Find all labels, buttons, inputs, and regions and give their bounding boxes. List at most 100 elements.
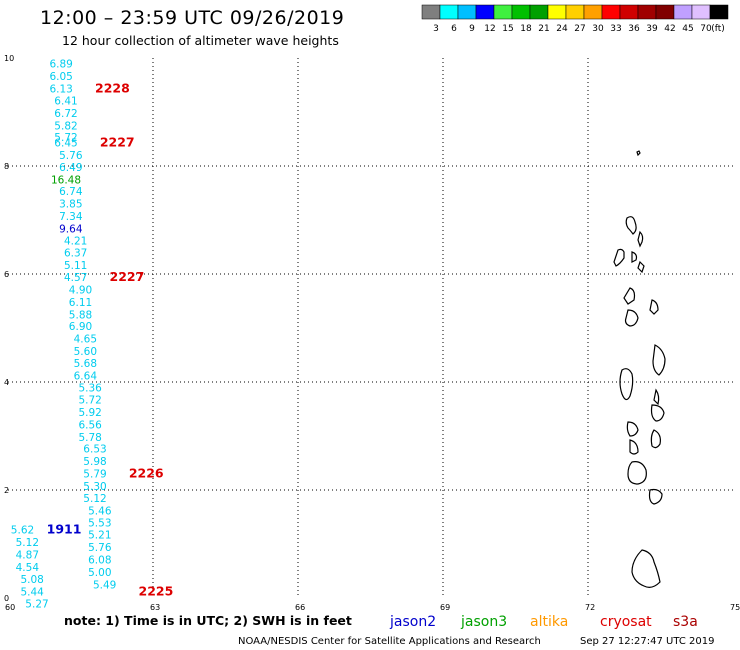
colorbar-label: 33 (610, 24, 621, 34)
colorbar-swatch (493, 4, 513, 20)
swh-value: 6.05 (49, 71, 72, 83)
pass-time-label: 2226 (129, 466, 164, 481)
swh-value: 6.53 (83, 444, 106, 456)
satellite-legend-jason2: jason2 (389, 614, 436, 630)
colorbar-label: (ft) (711, 24, 725, 34)
pass-time-labels: 2228 2227 2227 2226 2225 1911 (47, 81, 174, 599)
satellite-legend-jason3: jason3 (460, 614, 507, 630)
satellite-legend-cryosat: cryosat (600, 614, 652, 630)
swh-value: 6.56 (78, 419, 102, 431)
colorbar-label: 36 (628, 24, 640, 34)
swh-value: 5.88 (69, 309, 92, 321)
chart-subtitle: 12 hour collection of altimeter wave hei… (62, 33, 339, 48)
swh-value: 6.08 (88, 554, 111, 566)
swh-value: 5.68 (74, 358, 97, 370)
pass-time-label: 2227 (110, 269, 145, 284)
swh-value: 6.89 (49, 59, 72, 71)
swh-value: 6.72 (54, 108, 77, 120)
swh-value: 16.48 (51, 174, 81, 186)
pass-time-label: 2227 (100, 135, 135, 150)
swh-value: 5.36 (78, 383, 102, 395)
satellite-legend: jason2 jason3 altika cryosat s3a (389, 614, 698, 630)
colorbar-swatch (691, 4, 711, 20)
swh-value: 5.76 (59, 150, 83, 162)
swh-value: 6.90 (69, 321, 92, 333)
swh-value: 6.49 (59, 162, 82, 174)
swh-value: 4.65 (74, 334, 97, 346)
satellite-legend-s3a: s3a (673, 614, 698, 630)
colorbar-label: 45 (682, 24, 693, 34)
colorbar-label: 12 (484, 24, 495, 34)
swh-value: 5.49 (93, 579, 116, 591)
pass-time-label: 2228 (95, 81, 130, 96)
swh-value: 4.90 (69, 284, 92, 296)
swh-value: 5.46 (88, 505, 112, 517)
swh-value: 5.30 (83, 481, 106, 493)
swh-value: 6.37 (64, 248, 87, 260)
colorbar-label: 21 (538, 24, 549, 34)
y-tick-label: 4 (4, 378, 9, 387)
x-tick-label: 66 (295, 603, 305, 612)
swh-value: 5.12 (16, 537, 39, 549)
swh-value: 6.11 (69, 297, 92, 309)
colorbar-label: 24 (556, 24, 568, 34)
y-axis-ticks: 0 2 4 6 8 10 (4, 54, 14, 603)
swh-value: 6.41 (54, 95, 77, 107)
x-tick-label: 75 (730, 603, 740, 612)
colorbar-label: 39 (646, 24, 658, 34)
colorbar-swatch (583, 4, 603, 20)
swh-value: 4.57 (64, 272, 87, 284)
satellite-legend-altika: altika (530, 614, 568, 630)
colorbar-swatch (637, 4, 657, 20)
swh-value: 4.54 (16, 562, 40, 574)
x-tick-label: 60 (5, 603, 15, 612)
y-tick-label: 8 (4, 162, 9, 171)
x-tick-label: 72 (585, 603, 595, 612)
swh-value: 5.53 (88, 518, 111, 530)
y-tick-label: 2 (4, 486, 9, 495)
swh-value: 5.21 (88, 530, 111, 542)
swh-value: 6.64 (74, 370, 98, 382)
swh-value: 6.13 (49, 84, 72, 96)
swh-value: 5.62 (11, 525, 34, 537)
y-tick-label: 0 (4, 594, 9, 603)
swh-value: 3.85 (59, 199, 82, 211)
colorbar-label: 18 (520, 24, 532, 34)
colorbar-label: 70 (700, 24, 712, 34)
swh-value: 6.45 (54, 138, 77, 150)
x-tick-label: 63 (150, 603, 160, 612)
swh-value: 5.12 (83, 493, 106, 505)
colorbar-swatch (529, 4, 549, 20)
wave-height-colorbar: 3 6 9 12 15 18 21 24 27 30 33 36 39 42 45 70 (ft) (421, 4, 729, 34)
x-axis-ticks: 60 63 66 69 72 75 (5, 603, 740, 612)
pass-time-label: 2225 (139, 583, 174, 598)
swh-value: 9.64 (59, 223, 83, 235)
y-tick-label: 10 (4, 54, 14, 63)
swh-value: 5.92 (78, 407, 101, 419)
colorbar-label: 30 (592, 24, 604, 34)
swh-value: 5.72 (54, 132, 77, 144)
swh-value: 5.60 (74, 346, 97, 358)
swh-value: 4.87 (16, 550, 39, 562)
colorbar-label: 9 (469, 24, 475, 34)
timestamp: Sep 27 12:27:47 UTC 2019 (580, 636, 714, 647)
colorbar-swatch (439, 4, 459, 20)
colorbar-swatch (655, 4, 675, 20)
swh-value: 5.79 (83, 469, 106, 481)
y-tick-label: 6 (4, 270, 9, 279)
colorbar-label: 42 (664, 24, 675, 34)
grid-lines (8, 58, 733, 598)
swh-value: 5.98 (83, 456, 106, 468)
colorbar-swatch (601, 4, 621, 20)
swh-value: 5.44 (20, 586, 44, 598)
swh-value: 5.00 (88, 567, 111, 579)
colorbar-swatch (619, 4, 639, 20)
chart-title: 12:00 – 23:59 UTC 09/26/2019 (40, 7, 344, 29)
swh-value: 5.76 (88, 542, 112, 554)
colorbar-swatch (547, 4, 567, 20)
swh-value: 5.82 (54, 120, 77, 132)
pass-time-label: 1911 (47, 522, 82, 537)
colorbar-label: 27 (574, 24, 585, 34)
wave-height-values: 6.896.056.136.416.725.825.726.455.766.49… (11, 59, 117, 611)
colorbar-label: 3 (433, 24, 439, 34)
